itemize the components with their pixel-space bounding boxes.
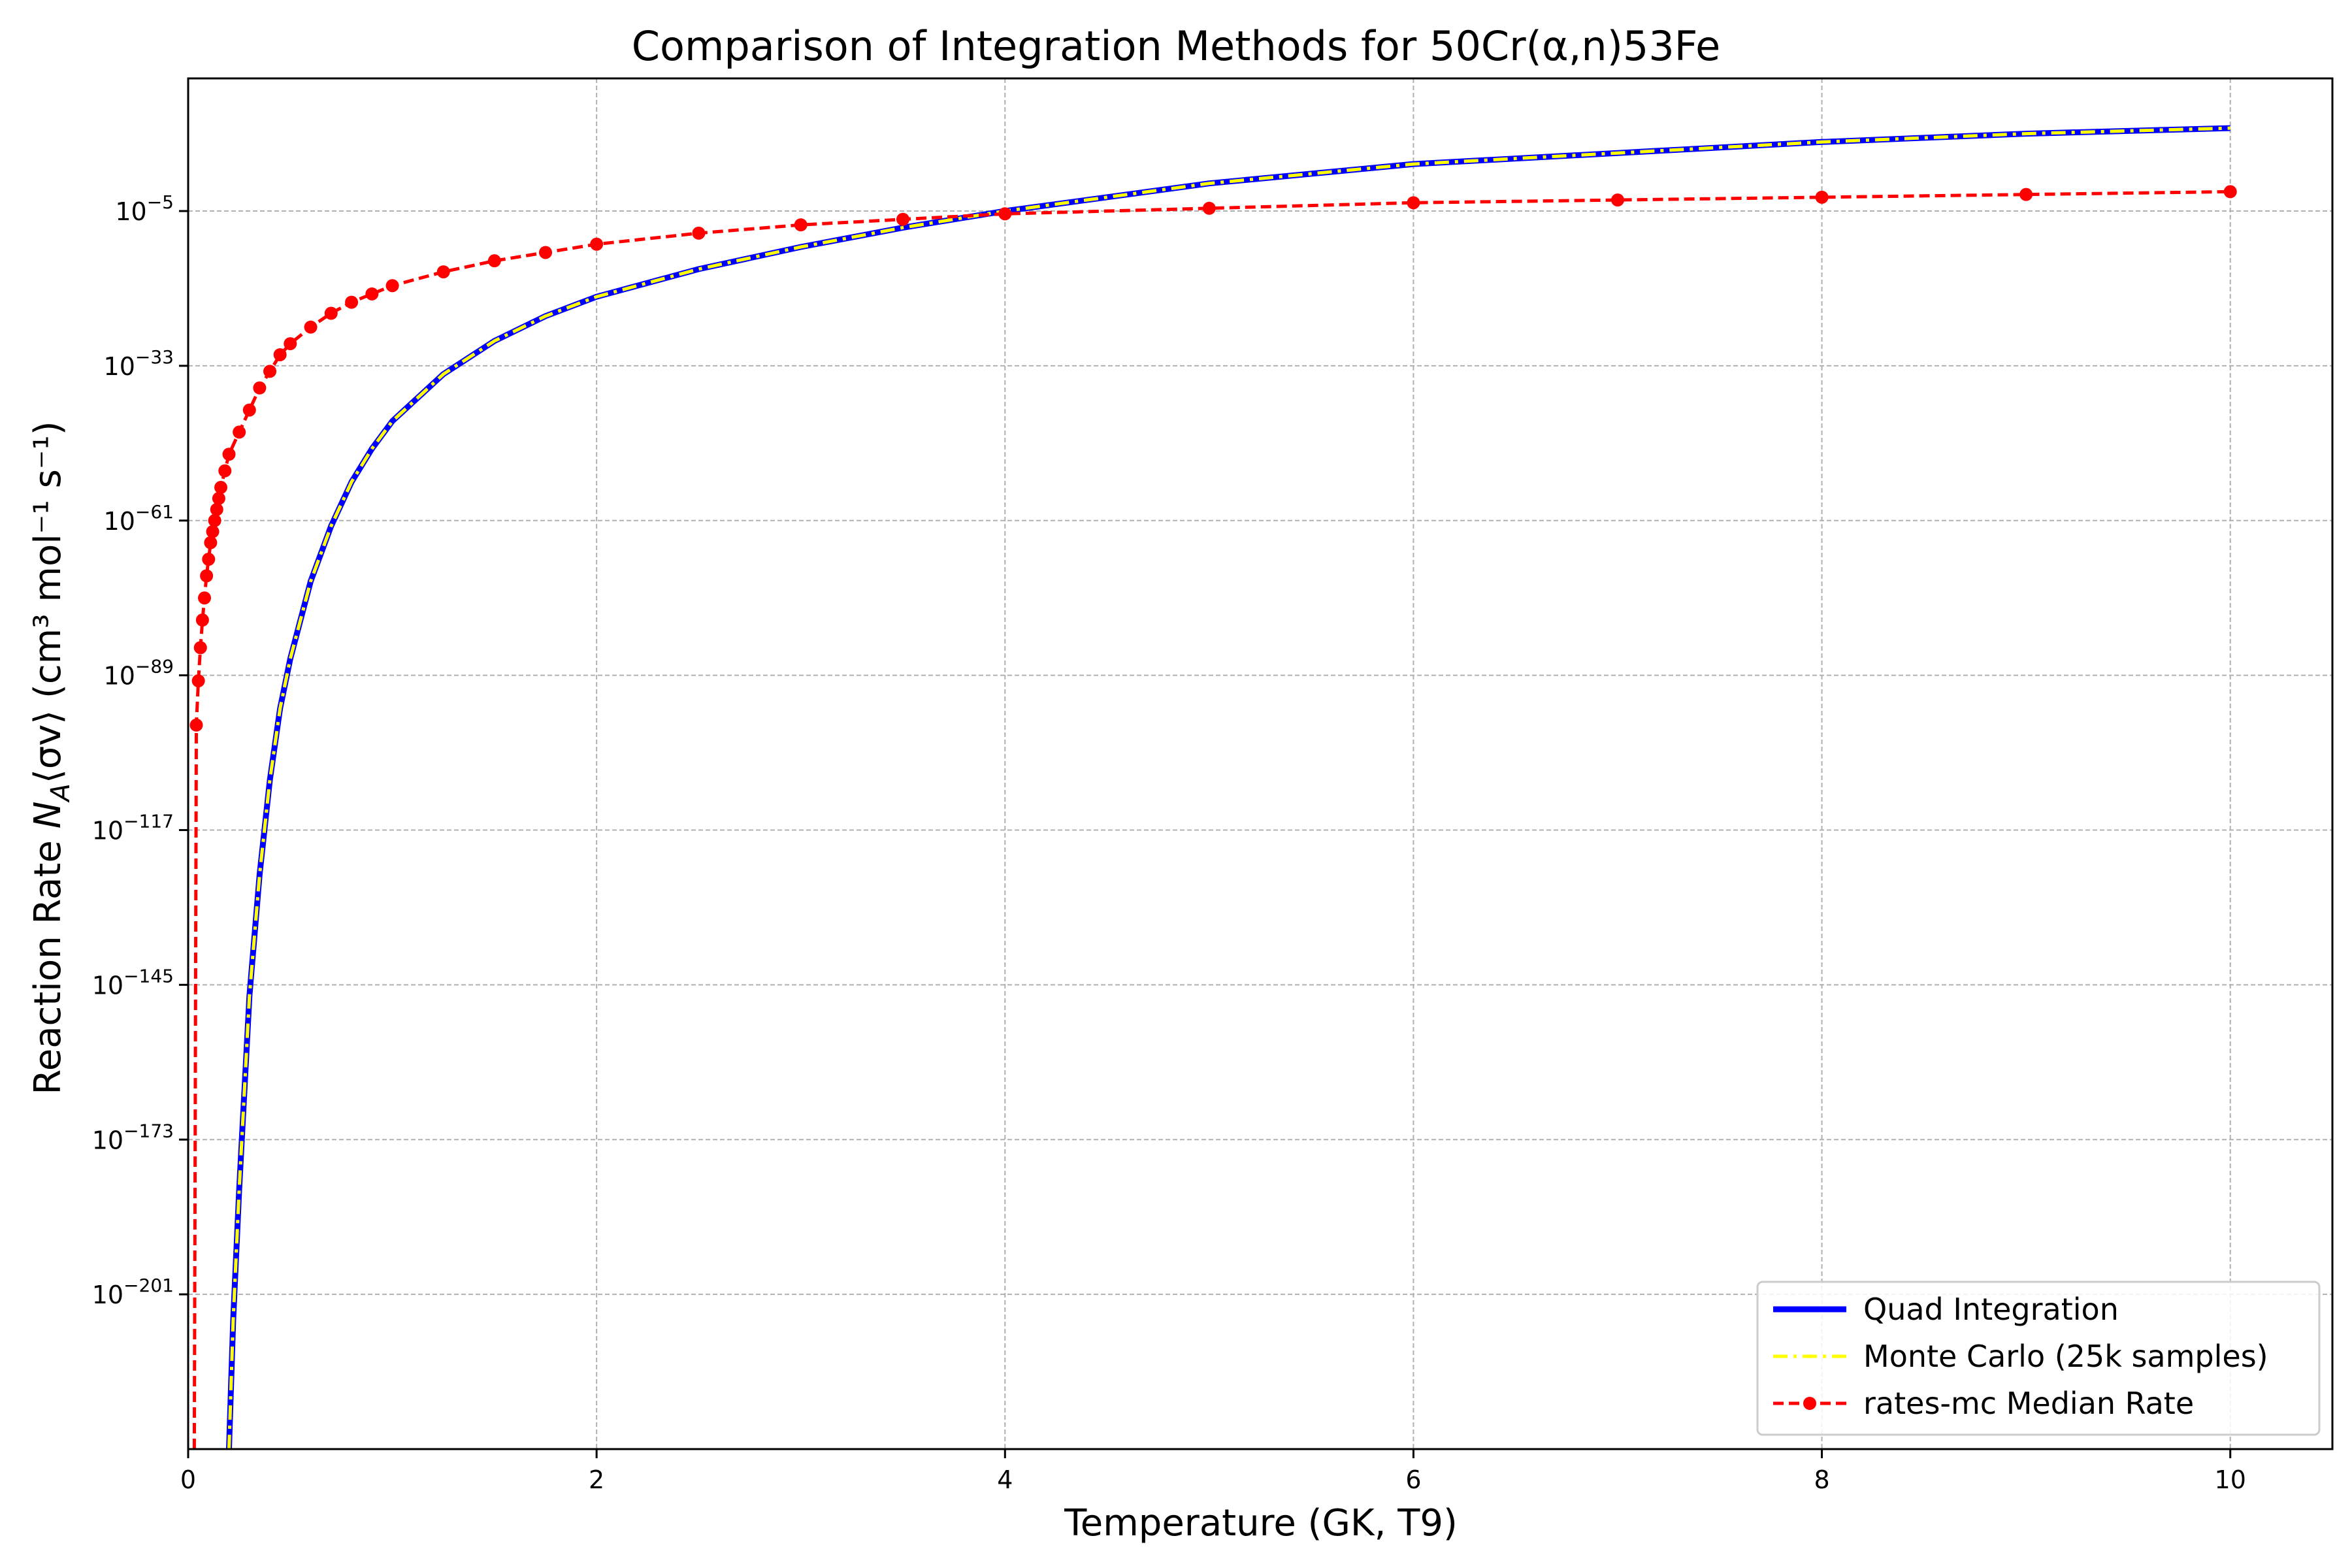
series-line-monte-carlo bbox=[227, 126, 2230, 1450]
y-tick-label: 10−61 bbox=[104, 501, 174, 536]
series-marker-rates-mc bbox=[214, 481, 228, 495]
series-marker-rates-mc bbox=[212, 491, 225, 505]
series-marker-rates-mc bbox=[1407, 196, 1420, 210]
series-marker-rates-mc bbox=[195, 613, 209, 627]
y-axis-label-math-n: N bbox=[27, 802, 69, 829]
legend-box bbox=[1756, 1281, 2321, 1436]
series-marker-rates-mc bbox=[273, 348, 287, 361]
y-axis-label-math-sub: A bbox=[46, 783, 76, 803]
y-tick-label: 10−173 bbox=[92, 1120, 174, 1154]
chart-title: Comparison of Integration Methods for 50… bbox=[632, 22, 1720, 70]
x-tick-label: 4 bbox=[997, 1465, 1013, 1494]
x-tick-label: 0 bbox=[180, 1465, 196, 1494]
series-marker-rates-mc bbox=[1815, 190, 1829, 204]
plot-frame bbox=[187, 77, 2334, 1450]
series-marker-rates-mc bbox=[206, 525, 220, 538]
y-tick-label: 10−89 bbox=[104, 656, 174, 691]
y-axis-label-suffix: (cm³ mol⁻¹ s⁻¹) bbox=[27, 421, 69, 710]
y-tick-label: 10−145 bbox=[92, 965, 174, 1000]
series-marker-rates-mc bbox=[200, 569, 214, 583]
series-marker-rates-mc bbox=[1202, 201, 1216, 215]
series-marker-rates-mc bbox=[233, 425, 246, 439]
x-axis-label: Temperature (GK, T9) bbox=[1064, 1502, 1458, 1544]
legend-label: Monte Carlo (25k samples) bbox=[1863, 1339, 2268, 1374]
y-ticks: 10−5 10−33 10−61 10−89 10−117 10−145 10−173 10−… bbox=[92, 191, 188, 1309]
series-marker-rates-mc bbox=[222, 448, 236, 461]
series-marker-rates-mc bbox=[487, 254, 501, 268]
y-tick-label: 10−33 bbox=[104, 346, 174, 381]
series-marker-rates-mc bbox=[189, 718, 203, 732]
series-marker-rates-mc bbox=[896, 212, 909, 226]
series-marker-rates-mc bbox=[436, 265, 450, 279]
series-marker-rates-mc bbox=[365, 287, 379, 301]
x-tick-label: 10 bbox=[2215, 1465, 2246, 1494]
series-marker-rates-mc bbox=[1611, 193, 1624, 207]
y-tick-label: 10−201 bbox=[92, 1275, 174, 1309]
series-marker-rates-mc bbox=[2223, 185, 2237, 199]
series-marker-rates-mc bbox=[385, 279, 399, 293]
series-marker-rates-mc bbox=[202, 552, 216, 566]
y-axis-label-prefix: Reaction Rate bbox=[27, 828, 69, 1094]
series-marker-rates-mc bbox=[539, 246, 552, 259]
series-marker-rates-mc bbox=[692, 226, 706, 240]
legend-marker-rates-mc bbox=[1803, 1397, 1816, 1410]
series-marker-rates-mc bbox=[263, 365, 277, 378]
series-marker-rates-mc bbox=[198, 591, 212, 605]
series-marker-rates-mc bbox=[284, 337, 297, 351]
series-marker-rates-mc bbox=[193, 641, 207, 655]
series-marker-rates-mc bbox=[242, 403, 256, 417]
legend-label: Quad Integration bbox=[1863, 1292, 2119, 1327]
y-axis-label: Reaction Rate NA⟨σv⟩ (cm³ mol⁻¹ s⁻¹) bbox=[27, 421, 76, 1094]
series-marker-rates-mc bbox=[590, 237, 604, 251]
series-marker-rates-mc bbox=[998, 207, 1012, 221]
y-tick-label: 10−117 bbox=[92, 811, 174, 845]
series-marker-rates-mc bbox=[210, 502, 223, 516]
legend-label: rates-mc Median Rate bbox=[1863, 1386, 2194, 1421]
series-marker-rates-mc bbox=[794, 218, 808, 232]
x-ticks: 0 2 4 6 8 10 bbox=[180, 1449, 2246, 1494]
series-marker-rates-mc bbox=[191, 674, 205, 688]
series-marker-rates-mc bbox=[2019, 188, 2033, 201]
y-tick-label: 10−5 bbox=[115, 191, 174, 226]
x-tick-label: 2 bbox=[589, 1465, 604, 1494]
marker-layer bbox=[189, 185, 2237, 732]
x-tick-label: 6 bbox=[1405, 1465, 1421, 1494]
series-marker-rates-mc bbox=[208, 514, 221, 527]
series-marker-rates-mc bbox=[345, 295, 359, 309]
series-marker-rates-mc bbox=[253, 381, 267, 395]
series-marker-rates-mc bbox=[218, 464, 232, 478]
y-axis-label-math-sv: ⟨σv⟩ bbox=[27, 710, 69, 783]
series-marker-rates-mc bbox=[204, 536, 218, 549]
series-marker-rates-mc bbox=[304, 320, 318, 334]
x-tick-label: 8 bbox=[1814, 1465, 1829, 1494]
series-marker-rates-mc bbox=[324, 306, 338, 320]
legend: Quad Integration Monte Carlo (25k samples… bbox=[1756, 1281, 2321, 1436]
